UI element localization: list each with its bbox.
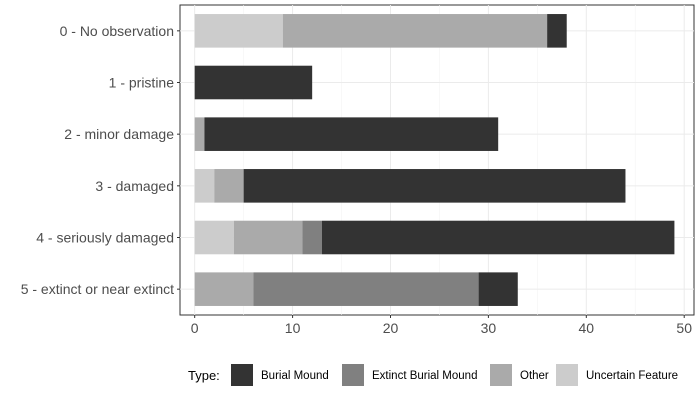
bar-burial-mound bbox=[547, 14, 567, 48]
bar-burial-mound bbox=[321, 220, 675, 255]
bar-other bbox=[214, 169, 244, 203]
legend: Type: Burial Mound Extinct Burial Mound Oth… bbox=[188, 364, 678, 386]
legend-label: Extinct Burial Mound bbox=[372, 370, 477, 382]
x-tick-label: 40 bbox=[579, 320, 595, 336]
bar-other bbox=[282, 14, 548, 48]
y-axis: 0 - No observation 1 - pristine 2 - minor … bbox=[21, 23, 180, 297]
legend-label: Uncertain Feature bbox=[586, 370, 678, 382]
x-tick-label: 10 bbox=[285, 320, 301, 336]
x-tick-label: 0 bbox=[191, 320, 199, 336]
x-tick-label: 30 bbox=[481, 320, 497, 336]
legend-key-extinct-burial-mound bbox=[342, 364, 364, 386]
legend-key-other bbox=[490, 364, 512, 386]
bar-uncertain-feature bbox=[194, 169, 215, 203]
y-tick-label: 1 - pristine bbox=[109, 75, 175, 91]
bar-uncertain-feature bbox=[194, 220, 234, 255]
y-tick-label: 2 - minor damage bbox=[64, 126, 174, 142]
bar-burial-mound bbox=[243, 169, 626, 203]
bar-burial-mound bbox=[204, 117, 499, 151]
legend-label: Other bbox=[520, 370, 549, 382]
legend-label: Burial Mound bbox=[261, 370, 329, 382]
bar-uncertain-feature bbox=[194, 14, 283, 48]
y-tick-label: 5 - extinct or near extinct bbox=[21, 281, 174, 297]
legend-key-uncertain-feature bbox=[556, 364, 578, 386]
bar-other bbox=[194, 272, 254, 306]
bar-extinct-burial-mound bbox=[302, 220, 322, 255]
legend-title: Type: bbox=[188, 368, 220, 383]
panel-background bbox=[179, 4, 695, 316]
x-tick-label: 50 bbox=[676, 320, 692, 336]
bar-burial-mound bbox=[478, 272, 518, 306]
bar-burial-mound bbox=[194, 65, 313, 100]
y-tick-label: 3 - damaged bbox=[95, 178, 174, 194]
x-tick-label: 20 bbox=[383, 320, 399, 336]
y-tick-label: 0 - No observation bbox=[60, 23, 174, 39]
bar-other bbox=[233, 220, 303, 255]
y-tick-label: 4 - seriously damaged bbox=[36, 230, 174, 246]
bar-extinct-burial-mound bbox=[253, 272, 479, 306]
legend-key-burial-mound bbox=[231, 364, 253, 386]
bar-other bbox=[194, 117, 205, 151]
bars bbox=[194, 14, 675, 306]
x-axis: 0 10 20 30 40 50 bbox=[191, 315, 692, 336]
